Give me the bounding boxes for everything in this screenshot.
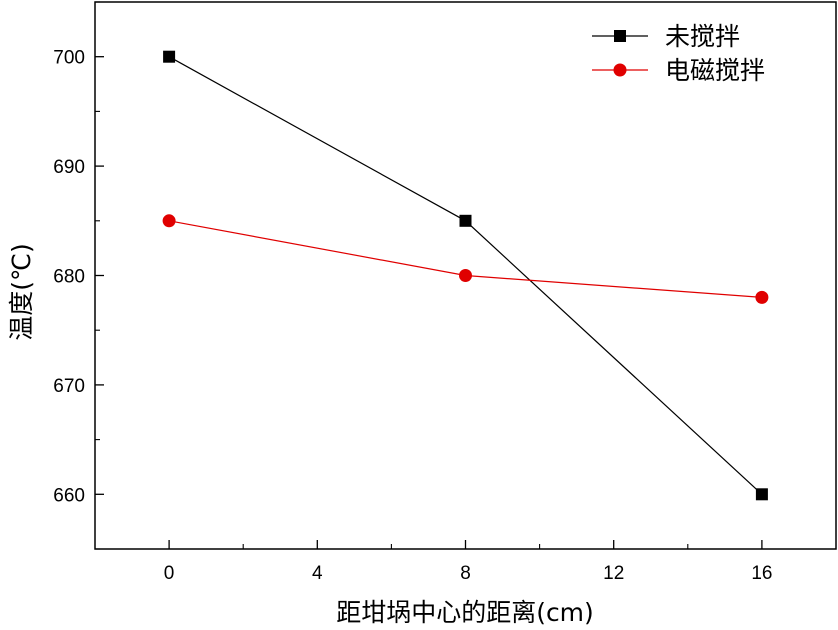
y-tick-label: 690 — [53, 157, 85, 178]
series-1 — [163, 50, 768, 501]
axes: 0 4 8 12 16 660 670 680 690 700 — [53, 1, 837, 584]
y-tick-label: 670 — [53, 376, 85, 397]
legend-marker — [613, 63, 627, 77]
series-2 — [162, 214, 769, 304]
y-tick-label: 700 — [53, 48, 85, 69]
legend-label: 电磁搅拌 — [665, 56, 765, 85]
y-tick-label: 680 — [53, 267, 85, 288]
x-tick-label: 0 — [164, 563, 175, 584]
legend-item: 电磁搅拌 — [592, 56, 765, 85]
y-tick-label: 660 — [53, 485, 85, 506]
x-tick-label: 8 — [460, 563, 471, 584]
data-point — [163, 50, 176, 63]
data-point — [755, 488, 768, 501]
x-tick-label: 12 — [603, 563, 624, 584]
data-point — [459, 269, 472, 282]
series-group — [162, 50, 769, 501]
legend-item: 未搅拌 — [592, 22, 740, 51]
x-axis-title: 距坩埚中心的距离(cm) — [336, 598, 594, 627]
x-tick-label: 16 — [751, 563, 772, 584]
y-axis-title: 温度(℃) — [7, 243, 36, 341]
data-point — [162, 214, 176, 228]
legend-marker — [614, 30, 626, 42]
data-point — [755, 290, 769, 304]
x-tick-label: 4 — [312, 563, 323, 584]
data-point — [459, 214, 472, 227]
legend-label: 未搅拌 — [665, 22, 740, 51]
